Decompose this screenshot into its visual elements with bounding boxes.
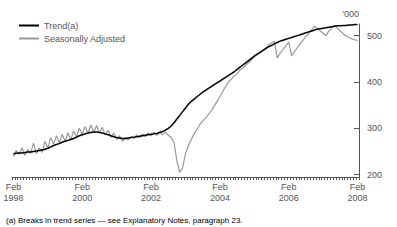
svg-text:2002: 2002 <box>141 193 161 203</box>
svg-text:Trend(a): Trend(a) <box>44 21 78 31</box>
svg-text:Feb: Feb <box>6 182 22 192</box>
svg-text:1998: 1998 <box>3 193 23 203</box>
svg-text:2006: 2006 <box>279 193 299 203</box>
svg-text:Feb: Feb <box>350 182 366 192</box>
svg-text:'000: '000 <box>342 9 359 19</box>
svg-text:(a) Breaks in trend series — s: (a) Breaks in trend series — see Explana… <box>6 216 243 225</box>
svg-text:400: 400 <box>367 77 382 87</box>
svg-text:500: 500 <box>367 31 382 41</box>
svg-text:Feb: Feb <box>75 182 91 192</box>
svg-text:Feb: Feb <box>212 182 228 192</box>
svg-text:2008: 2008 <box>348 193 368 203</box>
svg-text:Feb: Feb <box>143 182 159 192</box>
svg-text:300: 300 <box>367 123 382 133</box>
svg-text:2000: 2000 <box>72 193 92 203</box>
svg-text:Feb: Feb <box>281 182 297 192</box>
svg-text:2004: 2004 <box>210 193 230 203</box>
svg-text:200: 200 <box>367 170 382 180</box>
svg-text:Seasonally Adjusted: Seasonally Adjusted <box>44 34 125 44</box>
